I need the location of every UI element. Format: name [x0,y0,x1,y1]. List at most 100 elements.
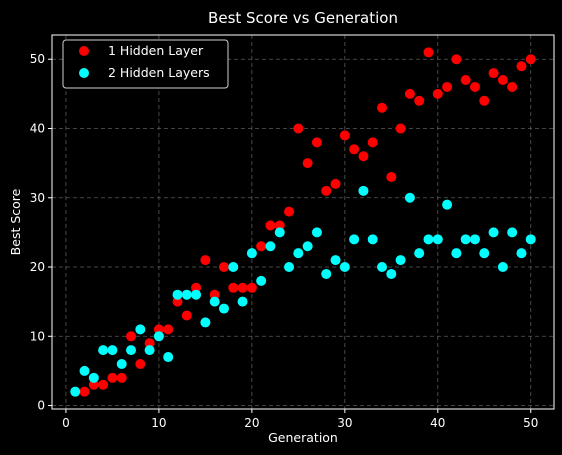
y-tick-label: 50 [30,52,45,66]
point-series-2 [311,227,322,238]
point-series-1 [135,358,146,369]
point-series-1 [293,123,304,134]
point-series-2 [386,268,397,279]
y-tick-label: 0 [37,399,45,413]
legend-marker-1-hidden-layer [79,46,89,56]
point-series-2 [423,234,434,245]
point-series-2 [79,365,90,376]
point-series-1 [302,158,313,169]
point-series-1 [339,130,350,141]
legend: 1 Hidden Layer 2 Hidden Layers [62,39,229,89]
point-series-1 [377,102,388,113]
legend-label-1-hidden-layer: 1 Hidden Layer [108,43,204,58]
point-series-1 [88,379,99,390]
point-series-1 [386,171,397,182]
point-series-2 [460,234,471,245]
point-series-2 [265,241,276,252]
point-series-2 [432,234,443,245]
x-tick-label: 0 [62,416,70,430]
data-points [70,47,536,397]
point-series-1 [228,282,239,293]
point-series-1 [460,75,471,86]
point-series-2 [200,317,211,328]
point-series-2 [516,248,527,259]
point-series-2 [135,324,146,335]
y-tick-label: 40 [30,122,45,136]
point-series-1 [330,178,341,189]
x-tick-label: 20 [244,416,259,430]
point-series-1 [172,296,183,307]
point-series-1 [256,241,267,252]
point-series-1 [284,206,295,217]
point-series-1 [237,282,248,293]
point-series-1 [181,310,192,321]
point-series-2 [469,234,480,245]
point-series-2 [70,386,81,397]
point-series-1 [191,282,202,293]
point-series-1 [395,123,406,134]
point-series-2 [414,248,425,259]
point-series-2 [88,372,99,383]
point-series-2 [479,248,490,259]
point-series-1 [153,324,164,335]
point-series-1 [126,331,137,342]
x-tick-label: 30 [337,416,352,430]
x-tick-label: 10 [151,416,166,430]
point-series-1 [469,81,480,92]
point-series-1 [525,54,536,65]
point-series-1 [488,68,499,79]
point-series-2 [442,199,453,210]
point-series-1 [274,220,285,231]
point-series-2 [488,227,499,238]
point-series-2 [330,255,341,266]
point-series-2 [228,262,239,273]
point-series-2 [98,345,109,356]
point-series-1 [349,144,360,155]
point-series-1 [163,324,174,335]
point-series-2 [163,352,174,363]
point-series-1 [218,262,229,273]
point-series-1 [265,220,276,231]
point-series-2 [246,248,257,259]
point-series-2 [191,289,202,300]
point-series-1 [358,151,369,162]
point-series-1 [423,47,434,58]
point-series-1 [432,88,443,99]
point-series-2 [404,192,415,203]
point-series-2 [144,345,155,356]
legend-marker-2-hidden-layers [79,68,89,78]
point-series-2 [237,296,248,307]
grid-lines [52,35,554,409]
y-tick-label: 30 [30,191,45,205]
plot-frame [51,34,555,410]
point-series-1 [442,81,453,92]
point-series-1 [107,372,118,383]
point-series-1 [144,338,155,349]
point-series-1 [98,379,109,390]
point-series-1 [404,88,415,99]
x-axis-label: Generation [268,430,338,445]
point-series-2 [395,255,406,266]
point-series-1 [311,137,322,148]
point-series-1 [200,255,211,266]
point-series-1 [497,75,508,86]
point-series-2 [153,331,164,342]
point-series-1 [209,289,220,300]
chart-title: Best Score vs Generation [208,9,398,27]
point-series-2 [451,248,462,259]
point-series-1 [414,95,425,106]
point-series-1 [479,95,490,106]
point-series-2 [525,234,536,245]
point-series-1 [516,61,527,72]
point-series-2 [274,227,285,238]
point-series-2 [181,289,192,300]
point-series-1 [79,386,90,397]
point-series-2 [358,185,369,196]
x-tick-label: 40 [430,416,445,430]
point-series-2 [367,234,378,245]
point-series-2 [377,262,388,273]
legend-box [62,39,229,89]
y-tick-label: 10 [30,329,45,343]
point-series-1 [246,282,257,293]
point-series-1 [367,137,378,148]
